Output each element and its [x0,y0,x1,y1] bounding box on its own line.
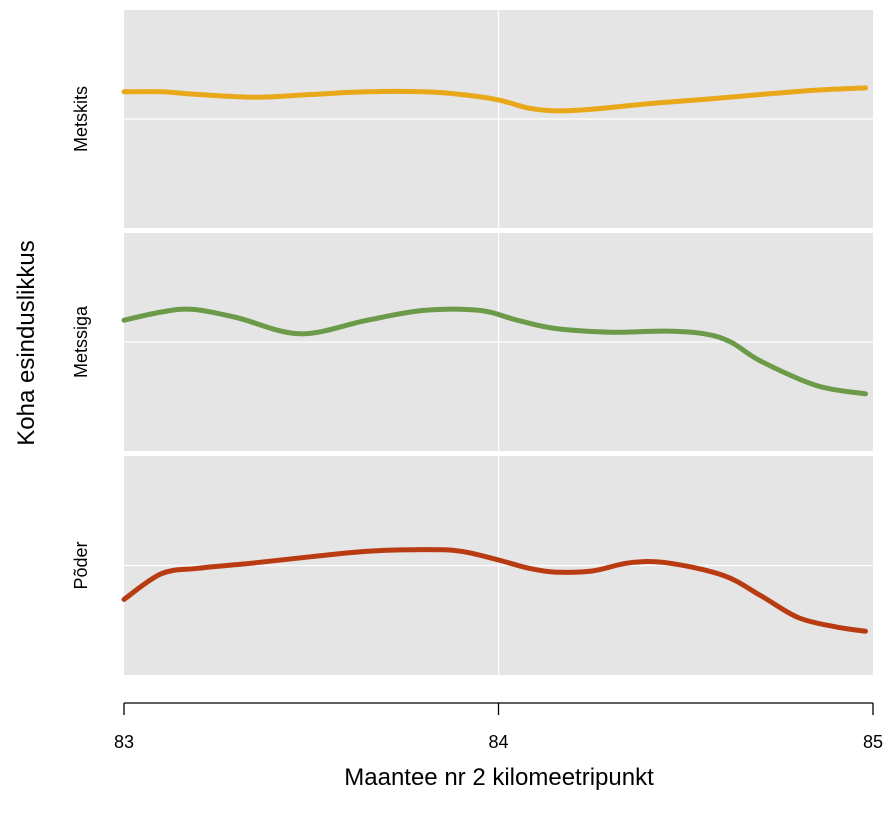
facet-panels [124,10,873,675]
facet-label-põder: Põder [71,541,91,589]
series-line-põder [121,547,868,634]
x-axis: 83 84 85 [114,702,883,752]
series-line-metskits [121,85,868,114]
x-tick-label: 83 [114,732,134,752]
x-axis-title: Maantee nr 2 kilomeetripunkt [344,764,654,791]
series-lines [121,85,868,634]
facet-label-metskits: Metskits [71,86,91,152]
x-tick-label: 85 [863,732,883,752]
x-tick-label: 84 [488,732,508,752]
y-axis-title: Koha esinduslikkus [13,240,40,445]
facet-label-metssiga: Metssiga [71,305,91,378]
facet-labels: Metskits Metssiga Põder [71,86,91,590]
series-line-metssiga [121,306,868,397]
